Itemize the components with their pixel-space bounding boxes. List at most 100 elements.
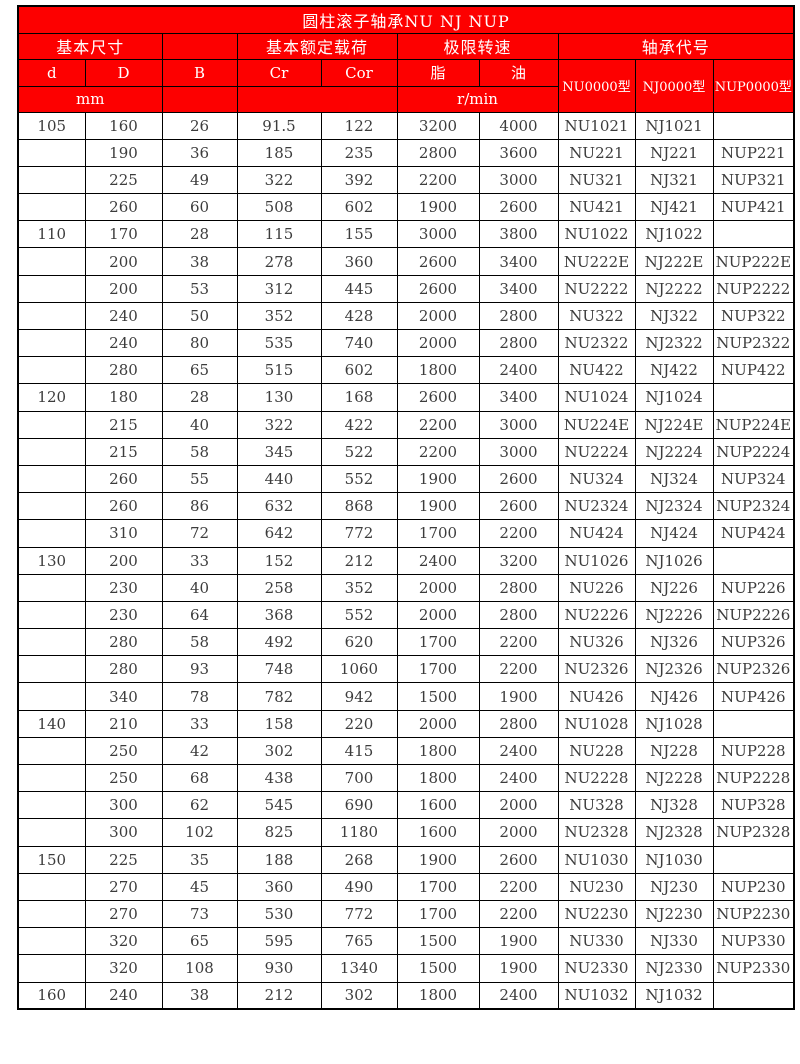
table-cell: NUP2328: [712, 818, 795, 847]
table-cell: 352: [236, 301, 322, 331]
table-cell: 215: [84, 437, 163, 466]
table-cell: NUP2230: [712, 899, 795, 929]
table-cell: 552: [320, 464, 398, 494]
table-cell: NJ324: [634, 464, 714, 494]
table-cell: 260: [84, 193, 163, 222]
table-cell: 825: [236, 818, 322, 847]
table-cell: 2000: [396, 600, 480, 630]
table-cell: NJ424: [634, 519, 714, 548]
table-cell: 312: [236, 274, 322, 303]
table-cell: NU2224: [557, 437, 636, 466]
table-cell: 280: [84, 655, 163, 684]
table-cell: NU2226: [557, 600, 636, 630]
column-header-nu-type: NU0000型: [557, 58, 636, 113]
table-cell: 632: [236, 492, 322, 521]
table-cell: 1800: [396, 356, 480, 385]
table-cell: 225: [84, 165, 163, 195]
table-cell: 772: [320, 519, 398, 548]
table-cell: 1800: [396, 736, 480, 766]
table-cell: [17, 247, 86, 276]
blank-header-cell: [161, 85, 238, 113]
table-cell: 3200: [478, 546, 559, 575]
table-cell: 280: [84, 628, 163, 657]
table-cell: 150: [17, 845, 86, 874]
table-cell: 428: [320, 301, 398, 331]
table-cell: [17, 600, 86, 630]
table-cell: NUP221: [712, 138, 795, 167]
table-cell: 2400: [478, 736, 559, 766]
table-cell: 320: [84, 954, 163, 983]
table-cell: 49: [161, 165, 238, 195]
table-cell: NU326: [557, 628, 636, 657]
table-cell: 930: [236, 954, 322, 983]
table-cell: [17, 763, 86, 793]
table-cell: [17, 655, 86, 684]
table-cell: [17, 193, 86, 222]
table-cell: NUP328: [712, 791, 795, 820]
table-cell: 508: [236, 193, 322, 222]
table-cell: 80: [161, 328, 238, 358]
table-cell: NJ1028: [634, 709, 714, 738]
table-cell: 152: [236, 546, 322, 575]
table-cell: 740: [320, 328, 398, 358]
table-cell: 160: [84, 111, 163, 140]
table-cell: 1060: [320, 655, 398, 684]
table-cell: NU2322: [557, 328, 636, 358]
table-cell: 2200: [478, 655, 559, 684]
table-cell: 60: [161, 193, 238, 222]
table-cell: 220: [320, 709, 398, 738]
page: 圆柱滚子轴承NU NJ NUP 基本尺寸 基本额定载荷 极限转速 轴承代号 d …: [17, 5, 796, 1011]
table-cell: [17, 437, 86, 466]
table-cell: 105: [17, 111, 86, 140]
table-cell: NU226: [557, 573, 636, 602]
table-cell: NU424: [557, 519, 636, 548]
table-cell: NJ224E: [634, 410, 714, 439]
table-cell: NJ1024: [634, 383, 714, 412]
table-cell: 35: [161, 845, 238, 874]
table-cell: 190: [84, 138, 163, 167]
table-cell: 3000: [478, 410, 559, 439]
table-cell: 422: [320, 410, 398, 439]
table-cell: [712, 546, 795, 575]
table-cell: NUP228: [712, 736, 795, 766]
table-cell: NUP2324: [712, 492, 795, 521]
table-cell: NU2222: [557, 274, 636, 303]
table-cell: 1800: [396, 763, 480, 793]
table-cell: 545: [236, 791, 322, 820]
table-cell: 168: [320, 383, 398, 412]
table-cell: 36: [161, 138, 238, 167]
table-cell: 33: [161, 546, 238, 575]
table-cell: 160: [17, 981, 86, 1010]
table-cell: NU224E: [557, 410, 636, 439]
table-cell: NJ1021: [634, 111, 714, 140]
table-cell: 300: [84, 791, 163, 820]
table-cell: 300: [84, 818, 163, 847]
table-cell: 1900: [396, 492, 480, 521]
table-cell: NJ2324: [634, 492, 714, 521]
table-cell: 1900: [396, 464, 480, 494]
table-cell: NUP322: [712, 301, 795, 331]
table-cell: 2800: [478, 328, 559, 358]
table-cell: 2800: [478, 709, 559, 738]
table-cell: 360: [320, 247, 398, 276]
table-cell: 3800: [478, 220, 559, 249]
group-header-bearing-code: 轴承代号: [557, 32, 795, 60]
table-cell: NU222E: [557, 247, 636, 276]
table-cell: NU230: [557, 872, 636, 901]
table-cell: 212: [320, 546, 398, 575]
table-cell: 492: [236, 628, 322, 657]
table-cell: 270: [84, 872, 163, 901]
table-cell: 73: [161, 899, 238, 929]
unit-header-row: mm r/min: [17, 85, 794, 113]
table-cell: 188: [236, 845, 322, 874]
blank-header-cell: [161, 32, 238, 60]
table-row: 140 210 33 158 220 2000 2800 NU1028 NJ1028: [17, 709, 795, 738]
table-row: 200 53 312 445 2600 3400 NU2222 NJ2222 NUP2222: [17, 274, 795, 303]
table-cell: NU1022: [557, 220, 636, 249]
table-cell: [17, 301, 86, 331]
table-cell: NU2230: [557, 899, 636, 929]
table-cell: [712, 709, 795, 738]
table-cell: 2600: [478, 845, 559, 874]
table-cell: [17, 872, 86, 901]
table-cell: [17, 954, 86, 983]
